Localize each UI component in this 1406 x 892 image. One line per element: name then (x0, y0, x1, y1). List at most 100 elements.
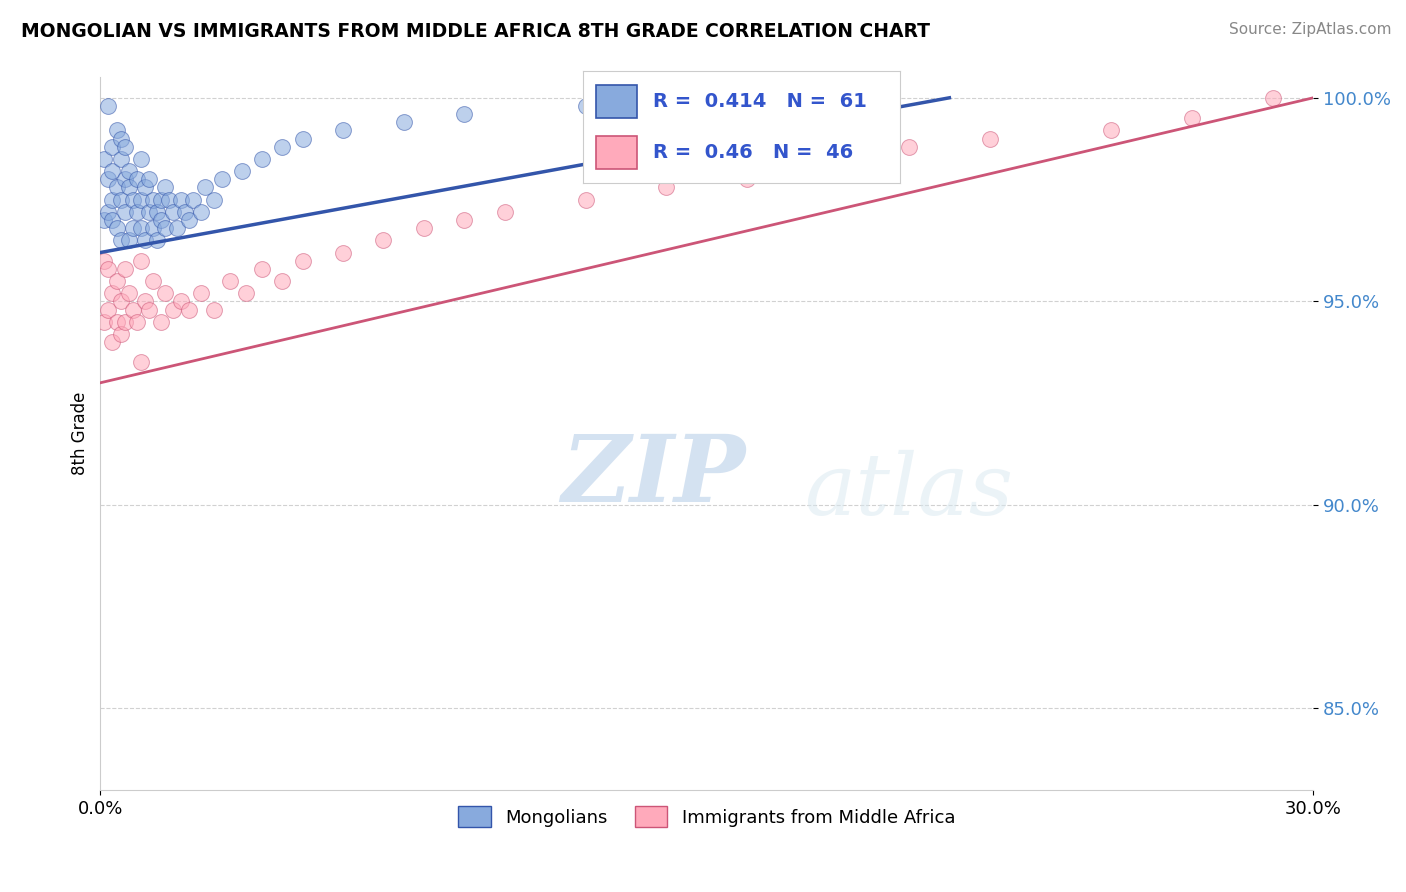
Point (655, 180, 678, 194)
Point (211, 172, 233, 186)
Point (125, 172, 148, 186)
Point (153, 286, 176, 301)
Point (101, 139, 124, 153)
Point (129, 221, 152, 235)
Point (218, 274, 240, 288)
Point (174, 204, 197, 219)
Point (179, 302, 201, 317)
Point (134, 180, 156, 194)
Y-axis label: 8th Grade: 8th Grade (72, 392, 89, 475)
Point (190, 204, 212, 219)
Point (138, 172, 160, 186)
Point (93, 315, 115, 329)
Point (97, 99, 120, 113)
Point (153, 180, 176, 194)
Point (150, 193, 173, 207)
Point (129, 193, 152, 207)
Point (146, 204, 169, 219)
Point (735, 172, 758, 186)
Point (118, 233, 141, 247)
Point (101, 286, 124, 301)
Point (190, 286, 212, 301)
Point (110, 152, 132, 166)
Point (118, 286, 141, 301)
Point (114, 172, 136, 186)
Point (105, 123, 128, 137)
Point (332, 245, 354, 260)
Point (93, 213, 115, 227)
Point (97, 172, 120, 186)
Point (235, 286, 257, 301)
Point (183, 193, 205, 207)
Point (231, 164, 253, 178)
Point (146, 233, 169, 247)
Point (97, 302, 120, 317)
Point (105, 180, 128, 194)
Text: atlas: atlas (804, 450, 1012, 532)
Point (121, 193, 143, 207)
Point (118, 164, 141, 178)
Point (110, 193, 132, 207)
Point (157, 193, 180, 207)
Point (150, 213, 173, 227)
Point (574, 193, 596, 207)
Point (129, 355, 152, 369)
Point (179, 213, 201, 227)
Point (162, 204, 184, 219)
Point (93, 253, 115, 268)
Point (138, 302, 160, 317)
Point (101, 193, 124, 207)
Point (194, 180, 217, 194)
Point (202, 302, 225, 317)
Point (271, 274, 294, 288)
Text: R =  0.46   N =  46: R = 0.46 N = 46 (652, 144, 853, 162)
Point (494, 204, 516, 219)
Point (114, 261, 136, 276)
Point (110, 233, 132, 247)
Point (979, 131, 1001, 145)
Legend: Mongolians, Immigrants from Middle Africa: Mongolians, Immigrants from Middle Afric… (451, 799, 963, 834)
Point (138, 204, 160, 219)
Point (110, 131, 132, 145)
Point (105, 274, 128, 288)
Point (97, 261, 120, 276)
Point (142, 193, 165, 207)
Point (1099, 123, 1122, 137)
Text: ZIP: ZIP (561, 432, 745, 522)
Point (101, 213, 124, 227)
Point (1181, 111, 1204, 125)
Point (877, 91, 900, 105)
Bar (596, 85, 637, 119)
Point (110, 294, 132, 309)
Point (101, 164, 124, 178)
Point (1261, 91, 1284, 105)
Point (97, 204, 120, 219)
Point (453, 107, 475, 121)
Point (897, 139, 920, 153)
Point (105, 315, 128, 329)
Point (114, 315, 136, 329)
Point (125, 315, 148, 329)
Point (170, 294, 193, 309)
Point (114, 139, 136, 153)
Bar (596, 136, 637, 169)
Point (392, 115, 415, 129)
Point (373, 233, 395, 247)
Point (110, 326, 132, 341)
Point (114, 204, 136, 219)
Point (291, 131, 314, 145)
Point (291, 253, 314, 268)
Point (153, 221, 176, 235)
Point (170, 193, 193, 207)
Point (250, 261, 273, 276)
Point (93, 152, 115, 166)
Point (105, 221, 128, 235)
Point (202, 193, 225, 207)
Point (142, 274, 165, 288)
Text: Source: ZipAtlas.com: Source: ZipAtlas.com (1229, 22, 1392, 37)
Point (453, 213, 475, 227)
Point (166, 221, 188, 235)
Point (271, 139, 294, 153)
Point (118, 180, 141, 194)
Point (134, 233, 156, 247)
